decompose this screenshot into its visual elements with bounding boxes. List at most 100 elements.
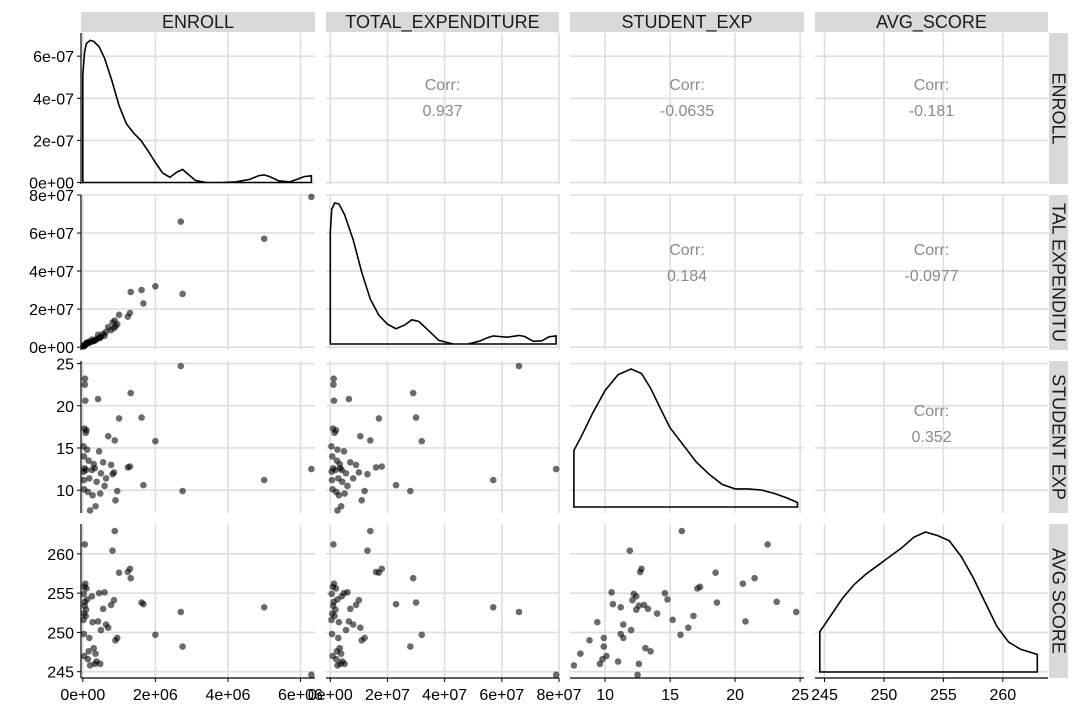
scatter-point: [489, 476, 497, 484]
scatter-point: [97, 470, 105, 477]
scatter-point: [635, 602, 643, 610]
scatter-point: [152, 282, 159, 290]
x-tick-label: 255: [930, 687, 957, 704]
y-tick-label: 2e+07: [29, 302, 74, 319]
scatter-point: [89, 618, 96, 626]
scatter-point: [82, 397, 89, 404]
scatter-point: [333, 457, 341, 464]
correlation-value: -0.0977: [904, 268, 958, 285]
scatter-point: [594, 618, 601, 626]
scatter-point: [101, 589, 108, 596]
scatter-point: [352, 601, 360, 609]
scatter-point: [626, 547, 634, 555]
scatter-point: [80, 590, 88, 598]
scatter-point: [773, 598, 780, 606]
scatter-point: [97, 626, 105, 634]
scatter-point: [552, 671, 560, 679]
scatter-point: [407, 643, 414, 650]
scatter-point: [586, 636, 593, 644]
strip-background: [570, 12, 804, 32]
scatter-point: [112, 497, 119, 504]
scatter-point: [792, 608, 800, 616]
scatter-point: [308, 465, 315, 473]
scatter-point: [102, 475, 110, 482]
scatter-point: [329, 583, 337, 591]
scatter-point: [127, 288, 135, 296]
scatter-point: [349, 475, 357, 482]
y-tick-label: 6e-07: [33, 49, 74, 66]
scatter-point: [644, 605, 652, 613]
scatter-point: [335, 618, 343, 626]
scatter-point: [407, 487, 414, 495]
scatter-point: [127, 389, 135, 397]
scatter-point: [412, 599, 420, 606]
scatter-point: [642, 644, 649, 652]
x-tick-label: 0e+00: [60, 687, 105, 704]
scatter-point: [94, 618, 102, 625]
scatter-point: [88, 592, 96, 600]
scatter-point: [328, 610, 336, 617]
scatter-point: [609, 600, 617, 608]
x-tick-label: 4e+07: [422, 687, 467, 704]
strip-background: [1049, 361, 1068, 513]
x-tick-label: 8e+07: [537, 687, 582, 704]
scatter-point: [81, 381, 89, 388]
scatter-point: [93, 478, 100, 486]
scatter-point: [372, 464, 380, 471]
correlation-label: Corr:: [914, 77, 950, 94]
scatter-point: [88, 466, 96, 474]
scatter-point: [81, 425, 88, 432]
scatter-point: [345, 618, 353, 625]
scatter-point: [342, 626, 350, 634]
scatter-point: [333, 647, 341, 655]
scatter-point: [617, 630, 624, 638]
scatter-point: [80, 630, 88, 638]
density-curve: [819, 531, 1039, 673]
scatter-point: [358, 497, 366, 504]
scatter-point: [690, 612, 697, 620]
scatter-point: [86, 475, 93, 482]
row-strip-label-text: ENROLL: [1049, 72, 1069, 144]
scatter-point: [378, 463, 386, 470]
scatter-point: [308, 193, 315, 201]
scatter-point: [80, 442, 87, 450]
scatter-point: [627, 626, 635, 634]
scatter-point: [635, 660, 643, 668]
scatter-point: [99, 605, 107, 613]
scatter-point: [140, 600, 147, 608]
scatter-point: [140, 300, 147, 307]
scatter-point: [653, 610, 661, 617]
scatter-point: [260, 603, 268, 611]
scatter-point: [334, 507, 341, 514]
scatter-point: [367, 437, 374, 444]
scatter-point: [80, 610, 88, 617]
y-tick-label: 8e+07: [29, 188, 74, 205]
scatter-point: [330, 397, 338, 404]
scatter-point: [685, 624, 692, 632]
scatter-point: [109, 547, 116, 555]
scatter-point: [115, 311, 123, 319]
scatter-point: [328, 453, 336, 460]
scatter-point: [630, 590, 637, 598]
correlation-label: Corr:: [669, 77, 705, 94]
scatter-point: [751, 574, 758, 582]
y-tick-label: 260: [47, 547, 74, 564]
density-curve: [573, 368, 799, 508]
strip-background: [1049, 195, 1068, 350]
scatter-point: [330, 381, 337, 388]
scatter-point: [669, 616, 676, 624]
y-tick-label: 4e-07: [33, 91, 74, 108]
scatter-point: [124, 313, 132, 321]
y-tick-label: 250: [47, 625, 74, 642]
scatter-point: [81, 602, 88, 610]
scatter-point: [328, 468, 336, 475]
scatter-point: [328, 442, 335, 450]
correlation-value: -0.181: [909, 103, 954, 120]
scatter-point: [357, 624, 364, 632]
x-tick-label: 4e+06: [205, 687, 250, 704]
scatter-point: [179, 487, 186, 495]
scatter-point: [634, 671, 641, 679]
x-tick-label: 2e+06: [133, 687, 178, 704]
column-strip-label: AVG_SCORE: [876, 12, 987, 33]
y-tick-label: 245: [47, 665, 74, 682]
